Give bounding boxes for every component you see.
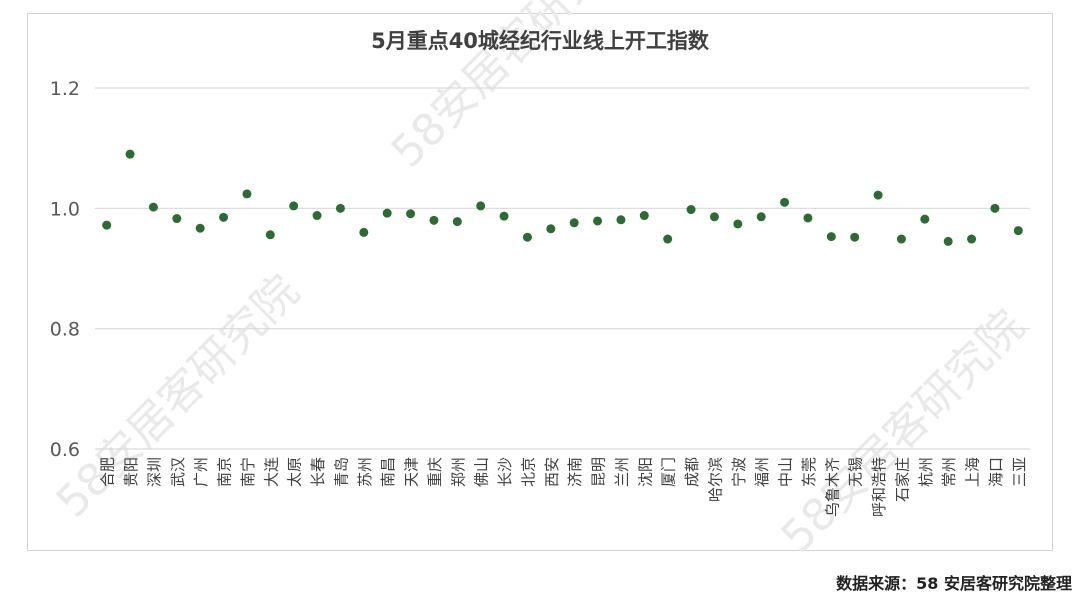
x-tick-label: 青岛 (332, 457, 350, 487)
x-tick-label: 南昌 (379, 457, 397, 487)
data-point (709, 212, 719, 222)
x-tick-label: 大连 (262, 457, 280, 487)
x-tick-label: 贵阳 (122, 457, 140, 487)
data-point (242, 189, 252, 199)
data-point (148, 202, 158, 212)
data-point (219, 212, 229, 222)
x-tick-label: 佛山 (473, 457, 491, 487)
data-point (172, 214, 182, 224)
x-tick-label: 北京 (519, 457, 537, 487)
chart-title: 5月重点40城经纪行业线上开工指数 (371, 29, 710, 53)
x-tick-label: 天津 (403, 457, 421, 487)
data-point (522, 232, 532, 242)
data-point (686, 205, 696, 215)
data-point (102, 220, 112, 230)
data-point (569, 218, 579, 228)
x-tick-label: 济南 (566, 457, 584, 487)
x-tick-label: 兰州 (613, 457, 631, 487)
x-tick-label: 厦门 (660, 457, 678, 487)
x-tick-label: 石家庄 (893, 457, 911, 502)
data-point (780, 197, 790, 207)
x-tick-label: 南京 (216, 457, 234, 487)
data-point (990, 203, 1000, 213)
x-tick-label: 东莞 (800, 457, 818, 487)
data-point (967, 234, 977, 244)
x-tick-label: 重庆 (426, 457, 444, 487)
source-note: 数据来源：58 安居客研究院整理 (836, 574, 1072, 593)
data-point (359, 227, 369, 237)
y-tick-label: 0.8 (50, 319, 80, 341)
data-point (499, 211, 509, 221)
x-tick-label: 常州 (940, 457, 958, 487)
x-tick-label: 三亚 (1010, 457, 1028, 487)
data-point (125, 149, 135, 159)
data-point (920, 214, 930, 224)
x-tick-label: 成都 (683, 457, 701, 487)
data-point (429, 215, 439, 225)
x-tick-label: 武汉 (169, 457, 187, 487)
x-tick-label: 上海 (964, 457, 982, 487)
x-tick-label: 深圳 (145, 457, 163, 487)
x-tick-label: 中山 (777, 457, 795, 487)
y-tick-label: 1.2 (50, 78, 80, 100)
x-tick-label: 长春 (309, 457, 327, 487)
x-tick-label: 南宁 (239, 457, 257, 487)
x-tick-label: 杭州 (917, 457, 935, 487)
data-point (546, 224, 556, 234)
grid-layer (95, 87, 1030, 450)
x-tick-label: 宁波 (730, 457, 748, 487)
data-point (616, 215, 626, 225)
x-tick-label: 乌鲁木齐 (823, 457, 841, 517)
data-point (195, 223, 205, 233)
x-tick-label: 太原 (286, 457, 304, 487)
y-axis: 0.6 0.8 1.0 1.2 (50, 78, 80, 461)
data-point (639, 211, 649, 221)
data-point (289, 201, 299, 211)
data-point (850, 232, 860, 242)
x-tick-label: 呼和浩特 (870, 457, 888, 517)
data-point (335, 203, 345, 213)
x-tick-label: 郑州 (449, 457, 467, 487)
data-point (756, 212, 766, 222)
data-point (406, 209, 416, 219)
watermark-text: 58安居客研究院 (382, 0, 644, 178)
data-point (943, 236, 953, 246)
x-tick-label: 西安 (543, 457, 561, 487)
data-point (593, 216, 603, 226)
x-tick-label: 无锡 (847, 457, 865, 487)
x-tick-label: 海口 (987, 457, 1005, 487)
data-points (102, 149, 1023, 246)
data-point (826, 232, 836, 242)
watermark-text: 58安居客研究院 (47, 265, 309, 527)
data-point (896, 234, 906, 244)
data-point (382, 208, 392, 218)
x-tick-label: 哈尔滨 (706, 457, 724, 502)
x-axis: 合肥 贵阳 深圳 武汉 广州 南京 南宁 大连 太原 长春 青岛 苏州 南昌 天津 重庆 郑州 佛山 长沙 北京 西安… (99, 457, 1029, 517)
x-tick-label: 广州 (192, 457, 210, 487)
data-point (873, 190, 883, 200)
data-point (312, 211, 322, 221)
data-point (265, 230, 275, 240)
data-point (663, 234, 673, 244)
x-tick-label: 苏州 (356, 457, 374, 487)
data-point (476, 201, 486, 211)
x-tick-label: 合肥 (99, 457, 117, 487)
y-tick-label: 1.0 (50, 198, 80, 220)
x-tick-label: 沈阳 (636, 457, 654, 487)
data-point (452, 217, 462, 227)
chart-frame (27, 13, 1053, 551)
data-point (733, 219, 743, 229)
x-tick-label: 昆明 (590, 457, 608, 487)
x-tick-label: 长沙 (496, 457, 514, 487)
data-point (1013, 226, 1023, 236)
y-tick-label: 0.6 (50, 439, 80, 461)
x-tick-label: 福州 (753, 457, 771, 487)
data-point (803, 213, 813, 223)
watermark-text: 58安居客研究院 (772, 300, 1034, 562)
